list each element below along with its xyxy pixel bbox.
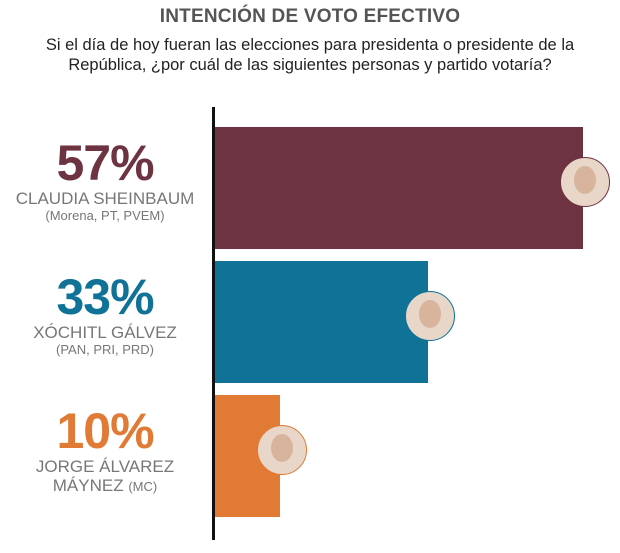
category-label: 33% XÓCHITL GÁLVEZ (PAN, PRI, PRD) bbox=[0, 271, 210, 357]
party-label: (MC) bbox=[128, 479, 158, 494]
data-label: 57% bbox=[56, 135, 154, 191]
chart-subtitle: Si el día de hoy fueran las elecciones p… bbox=[45, 36, 575, 74]
y-axis-line bbox=[212, 107, 215, 540]
bar-0 bbox=[215, 127, 584, 249]
candidate-name: JORGE ÁLVAREZ MÁYNEZ (MC) bbox=[35, 457, 175, 495]
category-label: 10% JORGE ÁLVAREZ MÁYNEZ (MC) bbox=[0, 405, 210, 495]
candidate-photo-icon bbox=[405, 291, 456, 341]
data-label: 33% bbox=[56, 269, 154, 325]
category-label: 57% CLAUDIA SHEINBAUM (Morena, PT, PVEM) bbox=[0, 137, 210, 223]
candidate-photo-icon bbox=[256, 425, 307, 475]
candidate-name: CLAUDIA SHEINBAUM bbox=[15, 189, 195, 208]
chart-title: INTENCIÓN DE VOTO EFECTIVO bbox=[159, 6, 461, 27]
data-label: 10% bbox=[56, 403, 154, 459]
candidate-photo-icon bbox=[560, 157, 611, 207]
candidate-name: XÓCHITL GÁLVEZ bbox=[33, 323, 177, 342]
bar-1 bbox=[215, 261, 429, 383]
party-label: (PAN, PRI, PRD) bbox=[56, 342, 154, 357]
party-label: (Morena, PT, PVEM) bbox=[45, 208, 165, 223]
